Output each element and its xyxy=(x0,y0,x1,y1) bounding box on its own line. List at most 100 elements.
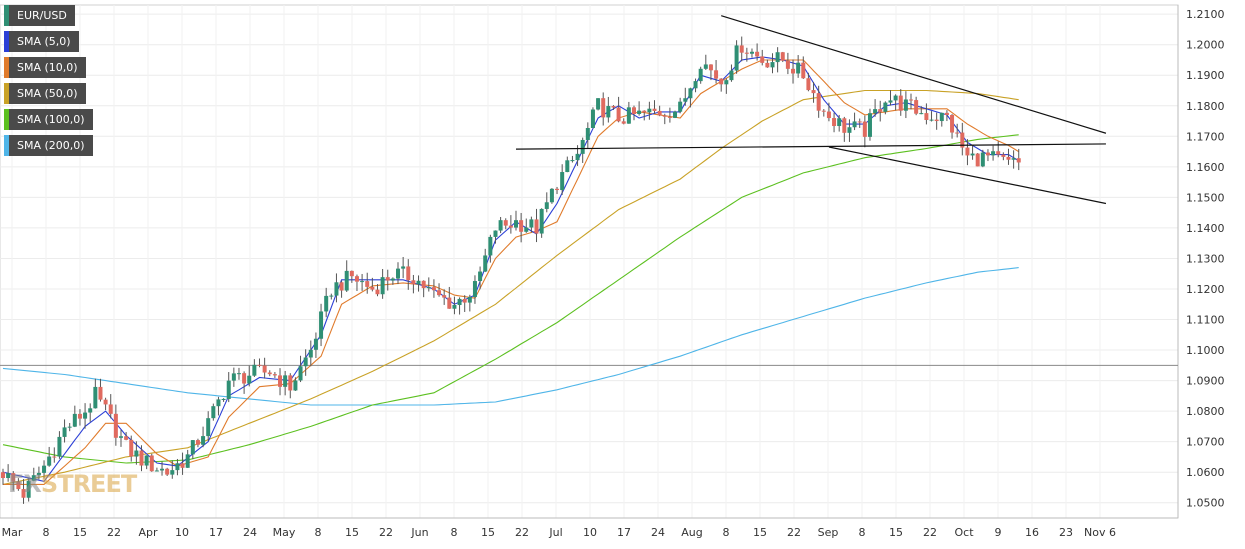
candle-body xyxy=(457,298,462,306)
upper-channel-trendline xyxy=(721,15,1107,134)
candle-body xyxy=(88,408,93,413)
y-tick-label: 1.1600 xyxy=(1186,161,1225,174)
candle-body xyxy=(165,468,170,475)
candle-body xyxy=(1,472,5,479)
candle-body xyxy=(113,413,118,438)
candle-body xyxy=(272,374,277,376)
candle-body xyxy=(719,78,724,85)
candle-body xyxy=(673,111,678,118)
candle-body xyxy=(236,373,241,375)
candle-body xyxy=(698,68,703,82)
candle-body xyxy=(683,98,688,102)
x-tick-label: 22 xyxy=(923,526,937,539)
candle-body xyxy=(575,153,580,161)
candle-body xyxy=(760,56,765,63)
candle-body xyxy=(339,282,344,291)
y-tick-label: 1.0700 xyxy=(1186,436,1225,449)
candle-body xyxy=(626,107,631,124)
candle-body xyxy=(67,426,72,428)
sma200-line xyxy=(2,267,1019,406)
candle-body xyxy=(780,52,785,61)
candle-body xyxy=(365,281,370,287)
x-tick-label: 17 xyxy=(209,526,223,539)
candle-body xyxy=(442,295,447,298)
candle-body xyxy=(83,412,88,419)
candle-body xyxy=(390,278,395,281)
candle-body xyxy=(970,153,975,156)
x-tick-label: 15 xyxy=(753,526,767,539)
candle-body xyxy=(77,413,82,419)
x-tick-label: Mar xyxy=(2,526,23,539)
candle-body xyxy=(396,268,401,279)
candle-body xyxy=(62,427,67,437)
candle-body xyxy=(201,436,206,445)
candle-body xyxy=(324,295,329,312)
candle-body xyxy=(652,108,657,111)
candle-body xyxy=(47,456,52,466)
x-tick-label: 23 xyxy=(1059,526,1073,539)
candle-body xyxy=(360,281,365,283)
x-tick-label: 8 xyxy=(43,526,50,539)
candle-body xyxy=(319,311,324,339)
candle-body xyxy=(955,132,960,134)
candle-body xyxy=(1001,154,1006,157)
candle-body xyxy=(985,152,990,156)
candle-body xyxy=(637,110,642,114)
x-tick-label: Jun xyxy=(410,526,428,539)
candle-body xyxy=(503,220,508,226)
candle-body xyxy=(555,188,560,191)
x-tick-label: 10 xyxy=(583,526,597,539)
fxstreet-logo: FXSTREET xyxy=(8,470,137,498)
candle-body xyxy=(596,98,601,110)
candle-body xyxy=(160,468,165,471)
candle-body xyxy=(647,108,652,113)
y-tick-label: 1.1000 xyxy=(1186,344,1225,357)
candle-body xyxy=(826,111,831,119)
candle-body xyxy=(975,153,980,167)
candle-body xyxy=(498,220,503,231)
x-tick-label: 15 xyxy=(345,526,359,539)
candle-body xyxy=(888,100,893,103)
candle-body xyxy=(349,270,354,277)
candle-body xyxy=(195,440,200,445)
x-tick-label: Jul xyxy=(548,526,562,539)
candle-body xyxy=(724,80,729,85)
candle-body xyxy=(816,93,821,111)
candle-body xyxy=(278,375,283,387)
x-tick-label: Apr xyxy=(138,526,158,539)
candle-body xyxy=(642,110,647,113)
candle-body xyxy=(524,227,529,232)
x-tick-label: Oct xyxy=(954,526,974,539)
y-tick-label: 1.1100 xyxy=(1186,314,1225,327)
candle-body xyxy=(252,364,257,376)
legend-swatch xyxy=(4,135,9,156)
y-tick-label: 1.1900 xyxy=(1186,69,1225,82)
candle-body xyxy=(57,436,62,457)
x-tick-label: 22 xyxy=(515,526,529,539)
legend-label: EUR/USD xyxy=(17,9,67,22)
candle-body xyxy=(144,455,149,466)
candle-body xyxy=(662,115,667,117)
candle-body xyxy=(11,473,16,482)
candle-body xyxy=(960,132,965,148)
candle-body xyxy=(334,282,339,296)
candle-body xyxy=(226,380,231,399)
candle-body xyxy=(93,386,98,409)
candle-body xyxy=(242,373,247,384)
candle-body xyxy=(903,99,908,111)
candle-body xyxy=(980,152,985,167)
candle-body xyxy=(570,160,575,162)
candle-body xyxy=(842,118,847,133)
legend-label: SMA (50,0) xyxy=(17,87,78,100)
x-tick-label: Sep xyxy=(818,526,839,539)
candle-body xyxy=(483,255,488,272)
x-tick-label: Aug xyxy=(681,526,702,539)
candle-body xyxy=(785,60,790,69)
candle-body xyxy=(447,297,452,309)
candle-body xyxy=(42,465,47,473)
candle-body xyxy=(108,404,113,414)
candle-body xyxy=(801,62,806,79)
candle-body xyxy=(837,118,842,127)
candle-body xyxy=(431,287,436,291)
